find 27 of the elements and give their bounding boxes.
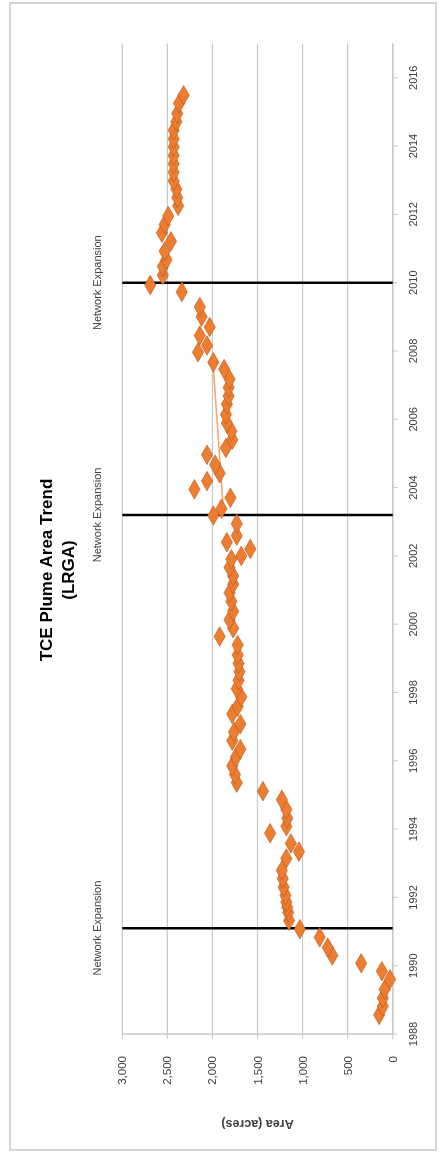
y-tick-label: 2010 — [406, 270, 419, 295]
y-tick-label: 1988 — [406, 1021, 419, 1047]
x-tick-label: 1,500 — [251, 1056, 264, 1085]
y-tick-label: 2002 — [406, 543, 419, 569]
x-tick-label: 500 — [341, 1056, 354, 1076]
y-tick-label: 2008 — [406, 338, 419, 364]
y-tick-label: 1998 — [406, 680, 419, 705]
y-tick-label: 1990 — [406, 953, 419, 978]
x-tick-label: 2,000 — [206, 1056, 219, 1085]
text: TCE Plume Area Trend (LRGA) — [37, 478, 78, 662]
y-tick-label: 2006 — [406, 407, 419, 432]
y-tick-label: 1994 — [406, 816, 419, 842]
x-axis-title: Area (acres) — [221, 1117, 294, 1131]
x-tick-label: 2,500 — [161, 1056, 174, 1085]
x-tick-label: 0 — [386, 1056, 399, 1063]
y-tick-label: 1996 — [406, 748, 419, 774]
ref-line-label: Network Expansion — [91, 880, 103, 976]
y-tick-label: 2000 — [406, 611, 419, 637]
x-tick-label: 1,000 — [296, 1056, 309, 1085]
ref-line-label: Network Expansion — [91, 467, 103, 563]
y-tick-label: 1992 — [406, 885, 419, 910]
ref-line-label: Network Expansion — [91, 235, 103, 331]
y-tick-label: 2016 — [406, 65, 419, 90]
y-tick-label: 2014 — [406, 133, 419, 159]
y-tick-label: 2004 — [406, 475, 419, 500]
y-tick-label: 2012 — [406, 202, 419, 227]
x-tick-label: 3,000 — [116, 1056, 129, 1085]
